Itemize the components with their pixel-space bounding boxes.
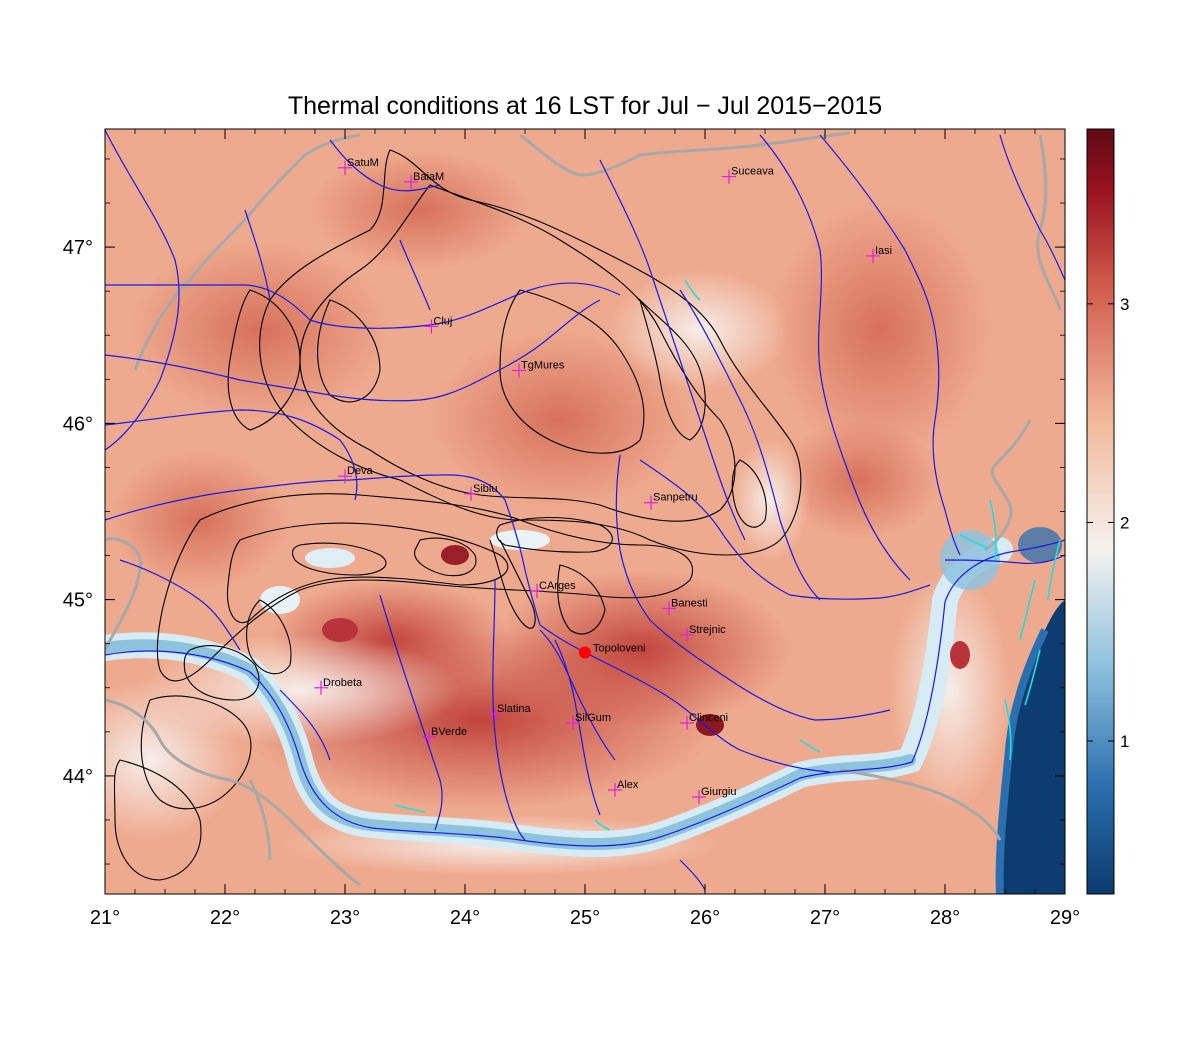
- y-tick-label: 47°: [63, 237, 93, 259]
- city-marker-clinceni: Clinceni: [680, 712, 728, 731]
- city-label: Suceava: [731, 166, 775, 178]
- colorbar-tick-label: 1: [1120, 732, 1129, 751]
- x-tick-label: 23°: [330, 907, 360, 929]
- city-label: BaiaM: [413, 171, 444, 183]
- colorbar-tick-label: 3: [1120, 295, 1129, 314]
- city-marker-alex: Alex: [608, 779, 639, 798]
- city-label: Drobeta: [323, 677, 363, 689]
- city-marker-drobeta: Drobeta: [314, 677, 363, 695]
- station-marker-group: Topoloveni: [579, 643, 646, 659]
- map-title: Thermal conditions at 16 LST for Jul − J…: [287, 92, 883, 120]
- city-label: SatuM: [347, 157, 379, 169]
- city-markers: SatuM BaiaM Suceava Iasi Cluj TgMures Deva Sibi…: [314, 157, 892, 805]
- city-label: BVerde: [431, 726, 467, 738]
- thermal-field: [105, 129, 1065, 894]
- city-marker-strejnic: Strejnic: [680, 624, 726, 642]
- lakes: [394, 279, 1061, 831]
- colorbar-ticks: 1 2 3: [1087, 295, 1129, 751]
- city-label: Giurgiu: [701, 786, 736, 798]
- colorbar-tick-label: 2: [1120, 513, 1129, 532]
- city-label: Deva: [347, 465, 374, 477]
- x-tick-label: 27°: [810, 907, 840, 929]
- terrain-contours: [113, 149, 802, 881]
- axis-ticks: [104, 129, 1066, 894]
- city-label: Strejnic: [689, 624, 726, 636]
- city-marker-banesti: Banesti: [662, 597, 708, 616]
- city-marker-bverde: BVerde: [422, 726, 467, 745]
- x-tick-label: 21°: [90, 907, 120, 929]
- city-label: CArges: [539, 580, 576, 592]
- city-label: SilGum: [575, 712, 611, 724]
- city-label: Banesti: [671, 597, 708, 609]
- country-borders: [105, 131, 1062, 887]
- city-marker-satum: SatuM: [338, 157, 379, 175]
- city-label: Sibiu: [473, 483, 497, 495]
- city-marker-giurgiu: Giurgiu: [692, 786, 736, 805]
- colorbar: [1086, 128, 1115, 895]
- city-marker-carges: CArges: [530, 580, 576, 598]
- station-marker: [579, 646, 591, 659]
- x-tick-label: 24°: [450, 907, 480, 929]
- city-marker-slatina: Slatina: [488, 703, 532, 722]
- city-marker-baiam: BaiaM: [404, 171, 444, 189]
- x-tick-label: 26°: [690, 907, 720, 929]
- city-label: Sanpetru: [653, 492, 698, 504]
- city-label: Cluj: [433, 315, 452, 327]
- station-label: Topoloveni: [593, 643, 646, 655]
- city-label: Alex: [617, 779, 639, 791]
- city-marker-tgmures: TgMures: [512, 359, 565, 378]
- y-tick-label: 46°: [63, 413, 93, 435]
- x-tick-label: 28°: [930, 907, 960, 929]
- y-tick-label: 45°: [63, 590, 93, 612]
- city-label: Clinceni: [689, 712, 728, 724]
- city-marker-suceava: Suceava: [722, 166, 775, 184]
- city-marker-sanpetru: Sanpetru: [644, 492, 698, 510]
- axis-tick-labels: 21° 22° 23° 24° 25° 26° 27° 28° 29° 44° 45° 46° 47°: [63, 237, 1080, 929]
- rivers: [105, 129, 1065, 891]
- city-marker-deva: Deva: [338, 465, 374, 484]
- x-tick-label: 29°: [1050, 907, 1080, 929]
- y-tick-label: 44°: [63, 766, 93, 788]
- x-tick-label: 25°: [570, 907, 600, 929]
- city-marker-sibiu: Sibiu: [464, 483, 497, 501]
- city-label: TgMures: [521, 359, 565, 371]
- city-marker-iasi: Iasi: [866, 245, 892, 263]
- city-marker-cluj: Cluj: [424, 315, 452, 334]
- x-tick-label: 22°: [210, 907, 240, 929]
- city-label: Slatina: [497, 703, 532, 715]
- city-marker-silgum: SilGum: [566, 712, 611, 731]
- city-label: Iasi: [875, 245, 892, 257]
